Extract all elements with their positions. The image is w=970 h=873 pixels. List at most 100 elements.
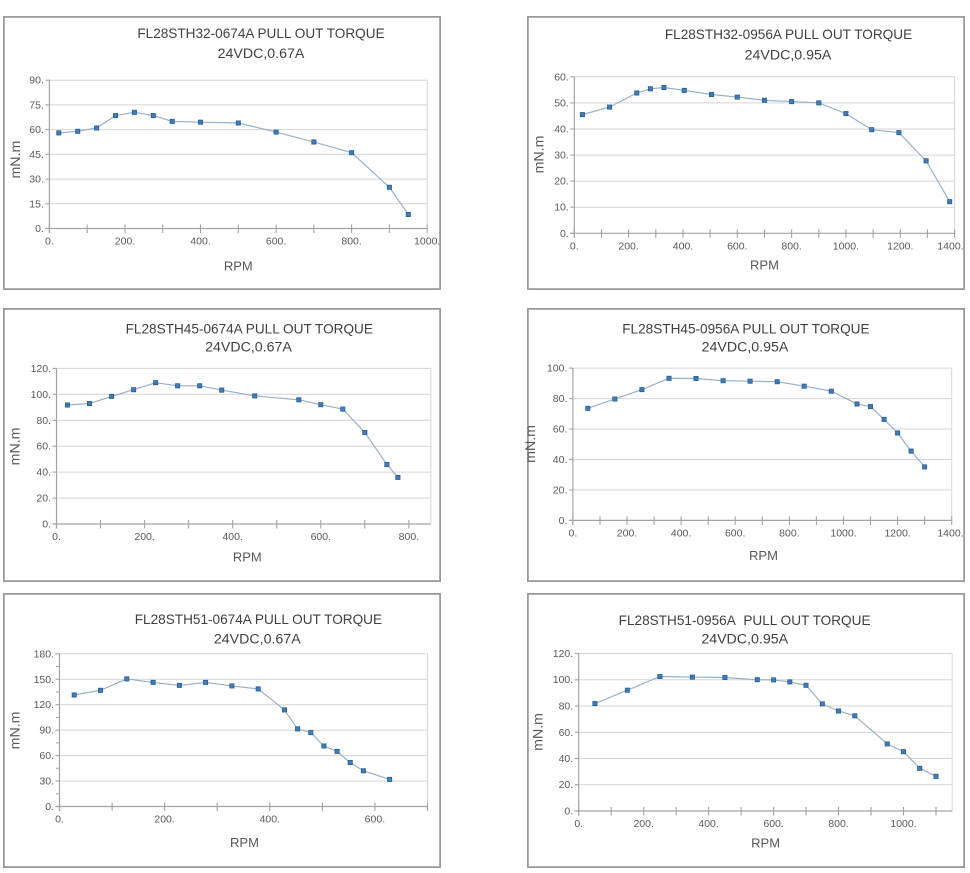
svg-text:24VDC,0.95A: 24VDC,0.95A	[701, 632, 788, 648]
svg-text:mN.m: mN.m	[523, 425, 539, 463]
svg-text:RPM: RPM	[749, 548, 778, 563]
svg-text:200.: 200.	[617, 527, 637, 539]
svg-text:FL28STH45-0956A PULL OUT TORQU: FL28STH45-0956A PULL OUT TORQUE	[622, 322, 869, 337]
svg-text:24VDC,0.95A: 24VDC,0.95A	[702, 340, 789, 356]
svg-text:400.: 400.	[222, 531, 242, 543]
svg-text:0.: 0.	[55, 814, 64, 826]
svg-text:75.: 75.	[29, 99, 44, 111]
svg-text:FL28STH51-0956A PULL OUT TORQ: FL28STH51-0956A PULL OUT TORQUE	[619, 613, 871, 628]
svg-text:40.: 40.	[553, 454, 568, 466]
svg-text:1200.: 1200.	[887, 240, 913, 252]
svg-text:800.: 800.	[399, 531, 419, 543]
svg-text:60.: 60.	[554, 71, 569, 83]
svg-text:mN.m: mN.m	[8, 711, 24, 749]
svg-text:24VDC,0.67A: 24VDC,0.67A	[214, 632, 301, 648]
svg-text:200.: 200.	[115, 236, 135, 248]
svg-text:0.: 0.	[560, 228, 569, 240]
svg-text:400.: 400.	[671, 527, 691, 539]
svg-text:0.: 0.	[52, 531, 61, 543]
svg-text:mN.m: mN.m	[8, 427, 24, 465]
svg-text:RPM: RPM	[750, 257, 779, 272]
svg-text:100.: 100.	[553, 674, 573, 686]
svg-text:80.: 80.	[553, 393, 568, 405]
svg-text:600.: 600.	[266, 236, 286, 248]
svg-text:1400.: 1400.	[937, 527, 963, 539]
svg-text:120.: 120.	[553, 648, 573, 660]
svg-text:600.: 600.	[311, 531, 331, 543]
svg-text:400.: 400.	[260, 814, 280, 826]
svg-text:FL28STH32-0956A PULL OUT TORQU: FL28STH32-0956A PULL OUT TORQUE	[665, 27, 912, 42]
svg-text:600.: 600.	[727, 240, 747, 252]
svg-text:400.: 400.	[673, 240, 693, 252]
svg-text:0.: 0.	[559, 515, 568, 527]
svg-text:60.: 60.	[559, 727, 574, 739]
svg-text:100.: 100.	[31, 389, 51, 401]
svg-text:0.: 0.	[574, 818, 583, 830]
svg-text:1000.: 1000.	[890, 818, 916, 830]
svg-text:200.: 200.	[154, 814, 174, 826]
svg-text:24VDC,0.95A: 24VDC,0.95A	[745, 48, 832, 64]
svg-text:400.: 400.	[190, 236, 210, 248]
svg-text:1400.: 1400.	[937, 240, 963, 252]
svg-text:90.: 90.	[39, 725, 54, 737]
svg-text:40.: 40.	[36, 467, 51, 479]
svg-text:45.: 45.	[29, 149, 44, 161]
svg-text:RPM: RPM	[751, 835, 780, 850]
svg-text:150.: 150.	[34, 674, 54, 686]
svg-text:80.: 80.	[36, 415, 51, 427]
svg-text:100.: 100.	[547, 363, 567, 375]
svg-text:0.: 0.	[45, 801, 54, 813]
svg-text:0.: 0.	[564, 806, 573, 818]
svg-text:200.: 200.	[134, 531, 154, 543]
svg-text:20.: 20.	[36, 493, 51, 505]
svg-text:800.: 800.	[341, 236, 361, 248]
svg-text:600.: 600.	[365, 814, 385, 826]
svg-text:200.: 200.	[618, 240, 638, 252]
svg-text:60.: 60.	[39, 750, 54, 762]
svg-text:30.: 30.	[29, 174, 44, 186]
svg-text:RPM: RPM	[224, 258, 253, 273]
svg-text:10.: 10.	[554, 202, 569, 214]
svg-text:60.: 60.	[553, 424, 568, 436]
svg-text:0.: 0.	[45, 236, 54, 248]
svg-text:20.: 20.	[554, 176, 569, 188]
svg-text:800.: 800.	[781, 240, 801, 252]
svg-text:200.: 200.	[633, 818, 653, 830]
svg-text:180.: 180.	[34, 648, 54, 660]
svg-text:60.: 60.	[29, 124, 44, 136]
svg-text:1000.: 1000.	[833, 240, 859, 252]
svg-text:RPM: RPM	[233, 550, 262, 565]
svg-text:90.: 90.	[29, 75, 44, 87]
svg-text:15.: 15.	[29, 198, 44, 210]
svg-text:60.: 60.	[36, 441, 51, 453]
svg-text:20.: 20.	[559, 779, 574, 791]
svg-text:30.: 30.	[554, 150, 569, 162]
svg-text:1000.: 1000.	[414, 236, 440, 248]
svg-text:0.: 0.	[42, 519, 51, 531]
svg-text:FL28STH51-0674A PULL OUT TORQU: FL28STH51-0674A PULL OUT TORQUE	[135, 612, 382, 627]
svg-text:0.: 0.	[35, 223, 44, 235]
svg-text:mN.m: mN.m	[8, 141, 24, 179]
svg-text:mN.m: mN.m	[531, 713, 547, 751]
svg-text:120.: 120.	[34, 699, 54, 711]
svg-text:600.: 600.	[763, 818, 783, 830]
svg-text:FL28STH32-0674A PULL OUT TORQU: FL28STH32-0674A PULL OUT TORQUE	[137, 26, 384, 41]
svg-text:20.: 20.	[553, 484, 568, 496]
svg-text:800.: 800.	[779, 527, 799, 539]
svg-text:24VDC,0.67A: 24VDC,0.67A	[218, 46, 305, 62]
svg-text:1200.: 1200.	[884, 527, 910, 539]
svg-text:120.: 120.	[31, 363, 51, 375]
svg-text:mN.m: mN.m	[532, 136, 548, 174]
svg-text:40.: 40.	[559, 753, 574, 765]
svg-text:40.: 40.	[554, 124, 569, 136]
svg-text:600.: 600.	[725, 527, 745, 539]
svg-text:1000.: 1000.	[830, 527, 856, 539]
svg-text:RPM: RPM	[230, 835, 259, 850]
svg-text:800.: 800.	[828, 818, 848, 830]
svg-text:24VDC,0.67A: 24VDC,0.67A	[205, 340, 292, 356]
svg-text:50.: 50.	[554, 97, 569, 109]
svg-text:30.: 30.	[39, 776, 54, 788]
svg-text:0.: 0.	[570, 240, 579, 252]
svg-text:80.: 80.	[559, 701, 574, 713]
svg-text:FL28STH45-0674A PULL OUT TORQU: FL28STH45-0674A PULL OUT TORQUE	[126, 321, 373, 336]
